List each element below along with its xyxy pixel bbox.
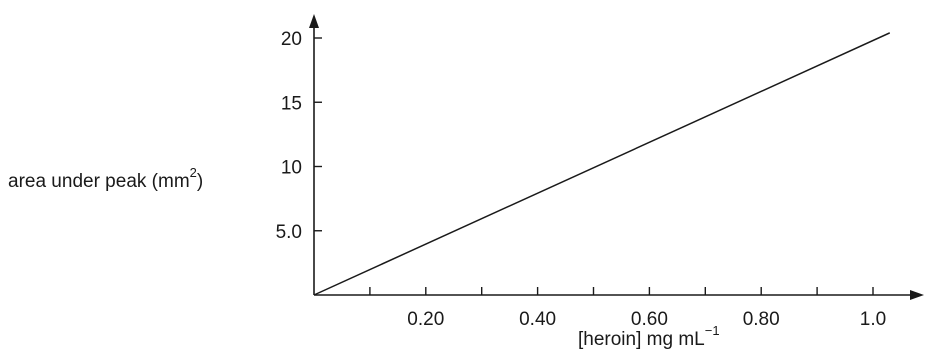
x-axis-title: [heroin] mg mL−1 bbox=[578, 323, 720, 350]
y-tick-label: 5.0 bbox=[276, 222, 302, 243]
calibration-line bbox=[313, 32, 891, 296]
y-axis-arrow-icon bbox=[309, 14, 319, 28]
x-axis-title-main: [heroin] mg mL bbox=[578, 329, 705, 350]
y-axis-title-main: area under peak (mm bbox=[8, 171, 190, 192]
x-tick-label: 0.80 bbox=[743, 309, 780, 330]
x-tick-label: 0.20 bbox=[407, 309, 444, 330]
x-axis-arrow-icon bbox=[910, 290, 924, 300]
y-axis-ticks: 5.0 10 15 20 bbox=[276, 29, 322, 243]
x-axis-ticks: 0.20 0.40 0.60 0.80 1.0 bbox=[369, 287, 886, 330]
y-axis-title: area under peak (mm2) bbox=[8, 165, 203, 192]
x-tick-label: 0.60 bbox=[631, 309, 668, 330]
x-axis-title-superscript: −1 bbox=[705, 323, 720, 338]
y-tick-label: 15 bbox=[281, 93, 302, 114]
y-axis-title-superscript: 2 bbox=[190, 165, 197, 180]
y-tick-label: 10 bbox=[281, 158, 302, 179]
series-layer bbox=[313, 32, 891, 296]
x-tick-label: 0.40 bbox=[519, 309, 556, 330]
y-axis-title-suffix: ) bbox=[197, 171, 203, 192]
x-tick-label: 1.0 bbox=[860, 309, 886, 330]
y-tick-label: 20 bbox=[281, 29, 302, 50]
